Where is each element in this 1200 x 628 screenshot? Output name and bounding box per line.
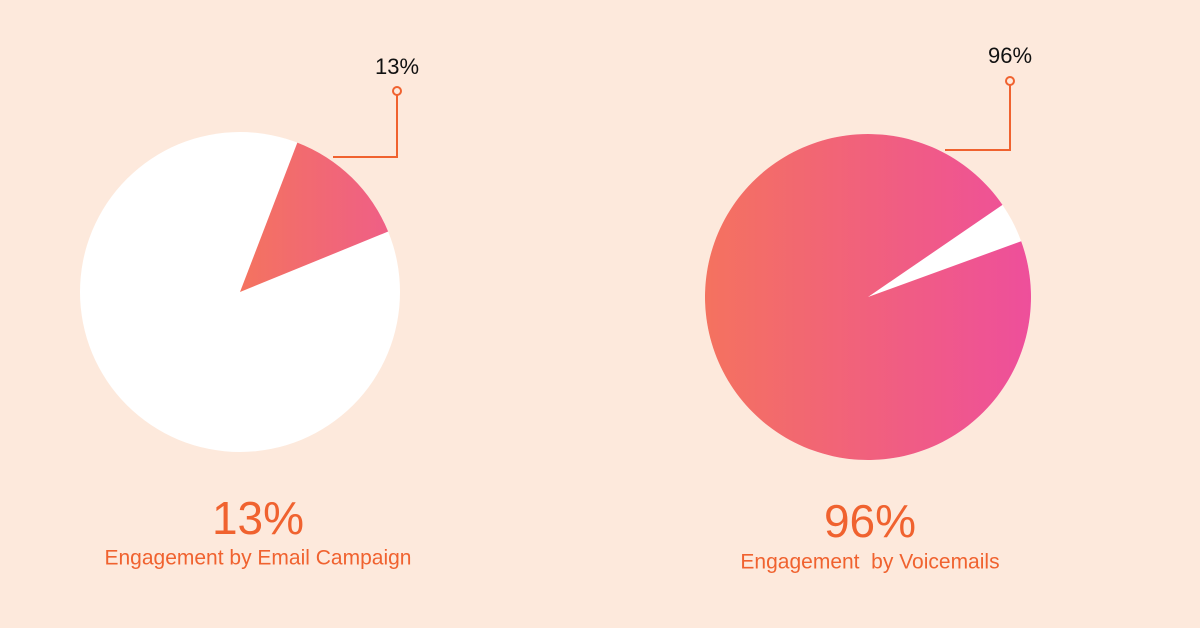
pie-slice [240,142,389,292]
leader-dot [392,86,402,96]
value-label: 96% [988,43,1032,68]
caption: Engagement by Voicemails [740,551,999,574]
leader-line [945,85,1011,151]
caption: Engagement by Email Campaign [104,547,411,570]
value-label: 13% [375,54,419,79]
leader-line [333,95,398,158]
headline-value: 13% [212,492,304,544]
pie-slice [705,133,1031,460]
headline-value: 96% [824,495,916,547]
leader-dot [1005,76,1015,86]
